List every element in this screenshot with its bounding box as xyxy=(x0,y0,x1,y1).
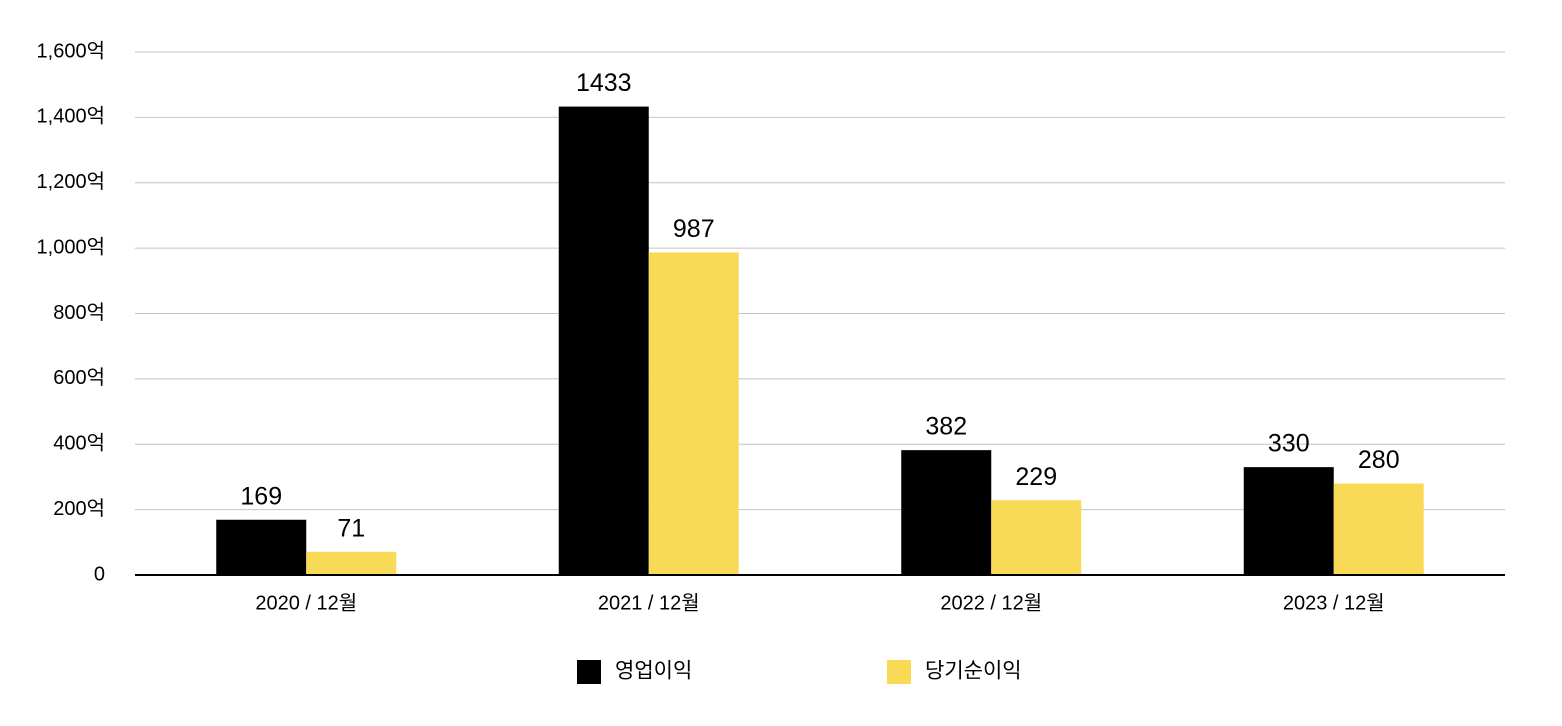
value-label: 1433 xyxy=(576,69,632,97)
legend-label: 당기순이익 xyxy=(925,660,1022,683)
value-label: 229 xyxy=(1015,463,1057,491)
y-tick-label: 1,400억 xyxy=(37,105,105,128)
y-tick-label: 600억 xyxy=(53,366,105,389)
bar xyxy=(1243,467,1334,575)
value-label: 987 xyxy=(673,215,715,243)
y-tick-label: 400억 xyxy=(53,432,105,455)
bar xyxy=(306,551,397,575)
bar xyxy=(1333,483,1424,575)
value-label: 330 xyxy=(1268,430,1310,458)
legend-swatch xyxy=(577,660,601,684)
bar xyxy=(216,519,307,575)
bar xyxy=(648,252,739,575)
value-label: 71 xyxy=(337,514,365,542)
y-tick-label: 800억 xyxy=(53,301,105,324)
bar xyxy=(558,106,649,575)
y-tick-label: 200억 xyxy=(53,497,105,520)
bar xyxy=(901,450,992,575)
x-tick-label: 2022 / 12월 xyxy=(940,591,1042,614)
y-tick-label: 1,600억 xyxy=(37,39,105,62)
value-label: 169 xyxy=(240,482,282,510)
x-tick-label: 2020 / 12월 xyxy=(255,591,357,614)
value-label: 382 xyxy=(925,413,967,441)
labels: 0 200억 400억 600억 800억 1,000억 1,200억 1,400억 1,600… xyxy=(37,39,1400,684)
y-tick-label: 1,200억 xyxy=(37,170,105,193)
legend-label: 영업이익 xyxy=(615,660,692,683)
y-tick-label: 1,000억 xyxy=(37,235,105,258)
y-tick-label: 0 xyxy=(94,563,105,585)
x-tick-label: 2023 / 12월 xyxy=(1283,591,1385,614)
grid xyxy=(135,51,1505,576)
value-label: 280 xyxy=(1358,446,1400,474)
bars xyxy=(216,106,1424,575)
x-tick-label: 2021 / 12월 xyxy=(598,591,700,614)
legend-swatch xyxy=(887,660,911,684)
bar xyxy=(991,500,1082,575)
